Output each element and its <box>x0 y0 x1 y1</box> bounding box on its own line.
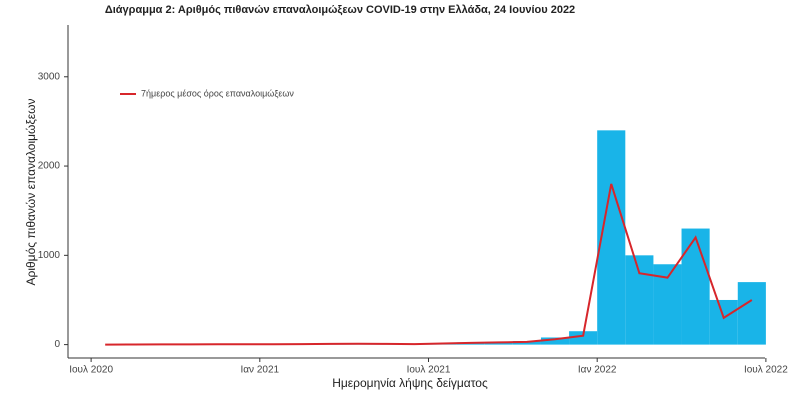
chart-title: Διάγραμμα 2: Αριθμός πιθανών επαναλοιμώξ… <box>105 4 575 16</box>
legend-label: 7ήμερος μέσος όρος επαναλοιμώξεων <box>141 88 294 98</box>
x-tick-label: Ιουλ 2021 <box>407 365 451 376</box>
bar <box>681 228 710 345</box>
y-tick-label: 3000 <box>38 71 61 82</box>
x-tick-label: Ιαν 2021 <box>241 365 280 376</box>
x-axis-title: Ημερομηνία λήψης δείγματος <box>332 376 488 390</box>
y-tick-label: 0 <box>54 339 60 350</box>
line <box>105 183 753 346</box>
bar <box>625 255 654 345</box>
y-tick-label: 1000 <box>38 250 61 261</box>
bar <box>709 299 738 345</box>
y-axis-title: Αριθμός πιθανών επαναλοιμώξεων <box>24 98 38 285</box>
y-tick-label: 2000 <box>38 161 61 172</box>
bar <box>569 331 598 345</box>
bar <box>540 337 570 345</box>
x-tick-label: Ιουλ 2022 <box>744 365 788 376</box>
x-tick-label: Ιαν 2022 <box>578 365 617 376</box>
bar <box>737 282 766 345</box>
x-tick-label: Ιουλ 2020 <box>69 365 113 376</box>
